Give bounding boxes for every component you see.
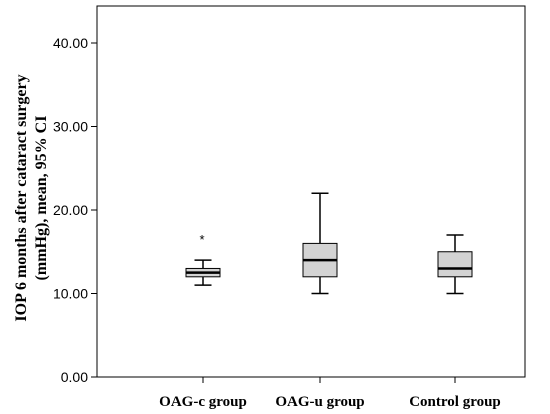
y-axis: 0.00 10.00 20.00 30.00 40.00 <box>53 35 97 385</box>
box-group <box>437 234 473 295</box>
y-tick-label: 30.00 <box>53 119 88 135</box>
plot-frame <box>96 5 526 378</box>
y-axis-title-line2: (mmHg), mean, 95% CI <box>33 116 50 281</box>
outlier-marker: * <box>199 232 204 247</box>
y-tick-label: 20.00 <box>53 202 88 218</box>
y-axis-title: IOP 6 months after cataract surgery (mmH… <box>13 74 50 321</box>
y-axis-title-line1: IOP 6 months after cataract surgery <box>13 74 30 321</box>
y-tick-label: 10.00 <box>53 286 88 302</box>
x-axis: OAG-c group OAG-u group Control group <box>159 377 501 410</box>
y-tick-label: 0.00 <box>61 369 88 385</box>
x-tick-label: OAG-c group <box>159 394 247 410</box>
x-tick-label: OAG-u group <box>275 394 364 410</box>
box-group: * <box>185 232 221 286</box>
x-tick-label: Control group <box>409 394 501 410</box>
box-iqr <box>437 251 473 278</box>
boxes: * <box>185 192 473 295</box>
y-tick-label: 40.00 <box>53 35 88 51</box>
box-group <box>302 192 338 295</box>
